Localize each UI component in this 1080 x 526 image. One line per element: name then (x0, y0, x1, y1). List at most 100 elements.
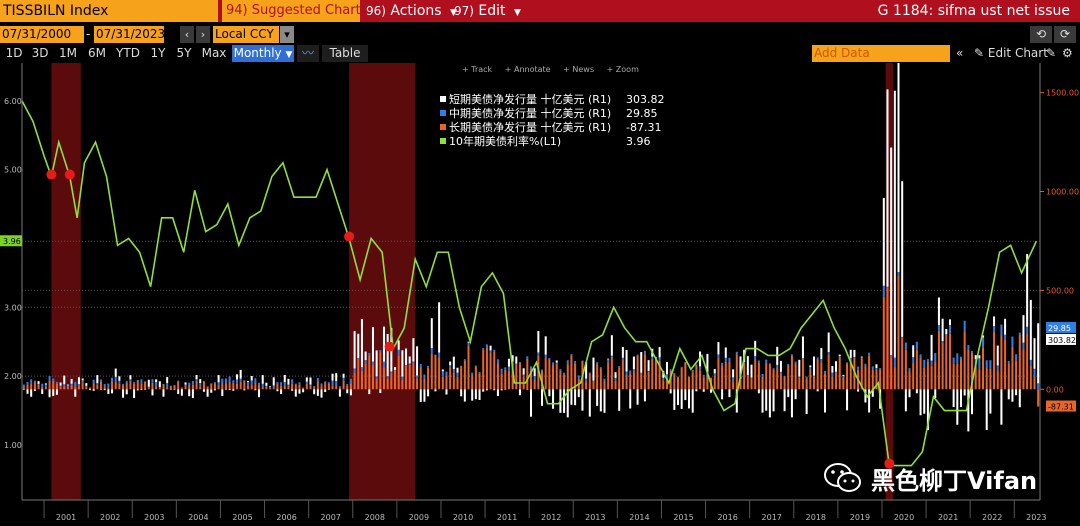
edit-menu[interactable]: 97) Edit ▼ (454, 0, 521, 22)
bond-bar (452, 372, 455, 390)
bond-bar (379, 352, 382, 390)
bill-bar (133, 389, 136, 399)
bond-bar (529, 369, 533, 390)
bill-bar (478, 389, 481, 400)
bill-bar (235, 374, 239, 380)
chevron-right-icon[interactable]: › (196, 26, 210, 43)
bill-bar (801, 336, 804, 359)
note-bar (125, 380, 128, 383)
note-bar (618, 366, 621, 368)
bond-bar (621, 360, 624, 390)
bond-bar (647, 371, 650, 390)
bond-bar (1011, 347, 1014, 390)
line-chart-icon[interactable]: 〰 (297, 45, 319, 62)
bill-bar (823, 389, 827, 413)
note-bar (434, 354, 437, 356)
x-tick-label: 2021 (938, 513, 958, 522)
range-tab-1y[interactable]: 1Y (150, 46, 166, 60)
frequency-dropdown[interactable]: Monthly ▼ (232, 45, 294, 62)
bond-bar (430, 353, 433, 390)
currency-dropdown-icon[interactable]: ▾ (280, 26, 294, 43)
note-bar (735, 351, 738, 355)
edit-chart-button[interactable]: ✎ Edit Chart (974, 45, 1048, 62)
bond-bar (485, 347, 488, 390)
bond-bar (1000, 335, 1003, 390)
note-bar (695, 364, 698, 365)
bill-bar (522, 368, 525, 375)
note-bar (316, 377, 319, 382)
collapse-icon[interactable]: « (956, 46, 964, 60)
bond-bar (221, 383, 224, 390)
note-bar (1022, 342, 1025, 350)
x-tick-label: 2012 (541, 513, 561, 522)
range-tab-5y[interactable]: 5Y (176, 46, 192, 60)
bill-bar (816, 389, 819, 392)
x-tick-label: 2023 (1026, 513, 1046, 522)
bill-bar (526, 389, 529, 390)
note-bar (452, 369, 455, 373)
table-tab[interactable]: Table (322, 45, 368, 62)
range-tab-bar: 1D 3D 1M 6M YTD 1Y 5Y Max Monthly ▼ 〰 Ta… (0, 44, 1080, 63)
bill-bar (893, 90, 896, 358)
chart-area[interactable]: 6.005.004.003.002.001.001500.001000.0050… (0, 5, 1080, 526)
range-tab-max[interactable]: Max (201, 46, 227, 60)
bond-bar (651, 358, 654, 390)
bill-bar (166, 377, 169, 383)
suggested-charts-button[interactable]: 94) Suggested Charts (222, 0, 360, 22)
bill-bar (52, 389, 55, 397)
bill-bar (529, 389, 533, 417)
note-bar (651, 356, 654, 359)
note-bar (901, 336, 904, 339)
annotate-button[interactable]: + Annotate (504, 65, 551, 74)
note-bar (684, 361, 687, 363)
x-tick-label: 2019 (850, 513, 870, 522)
bill-bar (515, 356, 518, 364)
track-button[interactable]: + Track (462, 65, 493, 74)
note-bar (408, 363, 411, 365)
note-bar (22, 384, 25, 388)
start-date-input[interactable]: 07/31/2000 (0, 26, 84, 43)
note-bar (926, 359, 929, 362)
add-data-input[interactable]: Add Data (812, 45, 950, 62)
actions-menu[interactable]: 96) Actions ▼ (366, 0, 457, 22)
undo-icon[interactable]: ⟲ (1030, 26, 1052, 43)
range-tab-6m[interactable]: 6M (88, 46, 106, 60)
news-button[interactable]: + News (563, 65, 595, 74)
bill-bar (100, 389, 103, 390)
range-tab-1m[interactable]: 1M (59, 46, 77, 60)
current-value-label: 29.85 (1048, 324, 1071, 333)
bill-bar (239, 369, 242, 379)
note-bar (640, 372, 643, 374)
bill-bar (276, 389, 279, 392)
note-bar (801, 358, 804, 359)
range-tab-ytd[interactable]: YTD (116, 46, 140, 60)
chevron-left-icon[interactable]: ‹ (180, 26, 194, 43)
edit-icon[interactable]: ✎ (1046, 46, 1057, 60)
currency-select[interactable]: Local CCY (213, 26, 279, 43)
bill-bar (22, 389, 25, 390)
bill-bar (136, 389, 139, 391)
note-bar (662, 377, 665, 381)
note-bar (305, 381, 308, 384)
bill-bar (394, 367, 397, 370)
bill-bar (441, 369, 444, 372)
bill-bar (926, 389, 929, 431)
end-date-input[interactable]: 07/31/2023 (94, 26, 166, 43)
bill-bar (886, 89, 889, 287)
note-bar (507, 366, 510, 371)
settings-icon[interactable]: ⚙ (1062, 46, 1073, 60)
note-bar (732, 377, 735, 382)
note-bar (757, 360, 760, 363)
zoom-button[interactable]: + Zoom (606, 65, 639, 74)
bond-bar (401, 379, 404, 390)
range-tab-1d[interactable]: 1D (5, 46, 23, 60)
ticker-field[interactable]: TISSBILN Index (0, 0, 218, 22)
bill-bar (471, 389, 474, 401)
range-tab-3d[interactable]: 3D (31, 46, 49, 60)
redo-icon[interactable]: ⟳ (1054, 26, 1076, 43)
bond-bar (879, 370, 882, 390)
left-tick-label: 2.00 (4, 372, 22, 381)
bill-bar (897, 5, 900, 273)
note-bar (309, 384, 312, 386)
current-value-tag (1046, 400, 1076, 412)
